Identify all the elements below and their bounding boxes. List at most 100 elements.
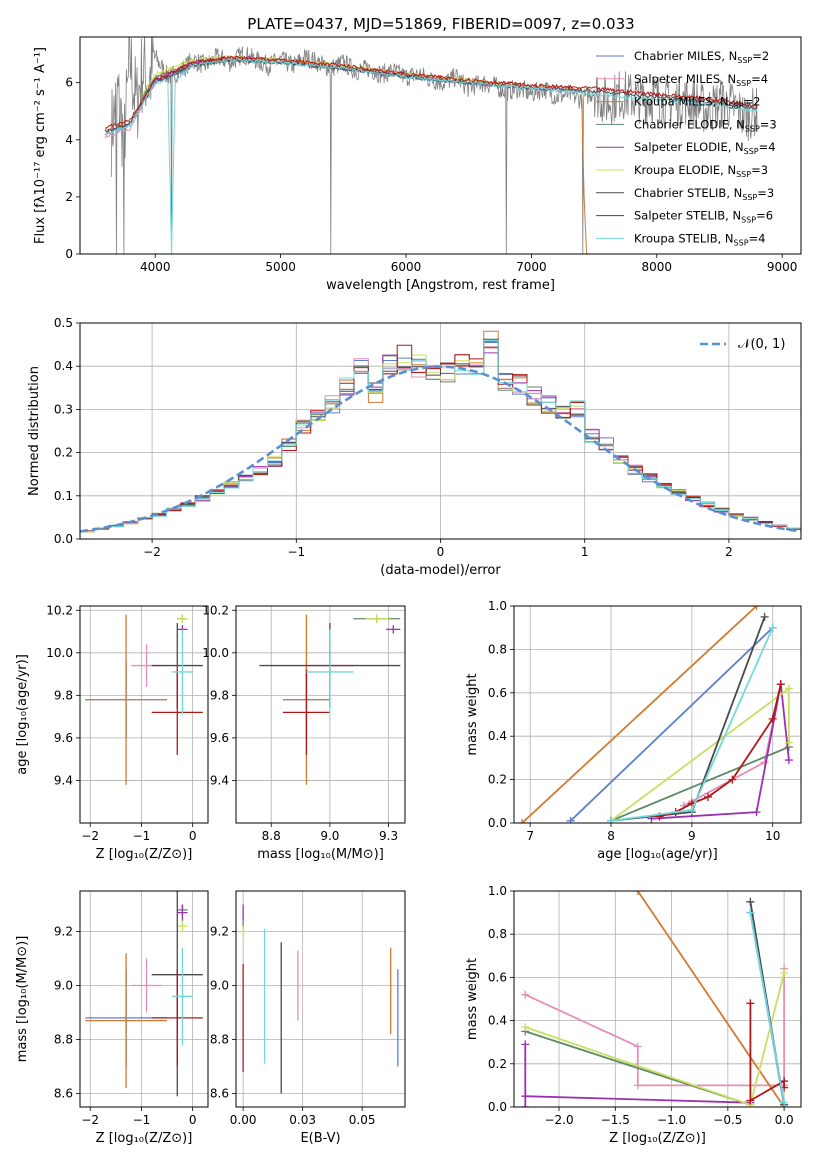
y-tick-label: 0.4	[488, 729, 507, 743]
mass-weight-vs-metallicity-panel: −2.0 −1.5 −1.0 −0.5 0.0 0.0 0.2 0.4 0.6 0.8 1.0 Z […	[465, 884, 802, 1146]
legend-label: Salpeter STELIB, NSSP=6	[634, 209, 773, 225]
y-axis-label: Flux [fλ10⁻¹⁷ erg cm⁻² s⁻¹ A⁻¹]	[33, 47, 48, 244]
histogram-step-line	[80, 340, 801, 533]
legend-label-rest: =3	[760, 117, 777, 131]
weight-marker	[728, 775, 737, 784]
y-tick-label: 2	[65, 190, 73, 204]
y-tick-label: 0.0	[54, 532, 73, 546]
x-tick-label: 0	[189, 829, 197, 843]
weight-marker	[768, 714, 777, 723]
y-tick-label: 0.8	[488, 927, 507, 941]
x-tick-label: 0.0	[775, 1113, 794, 1127]
legend-label-rest: =2	[744, 95, 761, 109]
model-spectrum-line	[104, 55, 758, 129]
x-tick-label: 0.03	[289, 1113, 316, 1127]
x-tick-label: 2	[725, 545, 733, 559]
legend-label: Chabrier MILES, NSSP=2	[634, 49, 769, 65]
y-tick-label: 0.2	[488, 773, 507, 787]
x-tick-label: 0	[189, 1113, 197, 1127]
weight-marker	[518, 819, 527, 823]
y-tick-label: 0.6	[488, 970, 507, 984]
x-tick-label: −1.5	[601, 1113, 630, 1127]
y-tick-label: 0.8	[488, 642, 507, 656]
y-tick-label: 0.2	[54, 446, 73, 460]
y-tick-label: 10.0	[202, 646, 229, 660]
figure-title: PLATE=0437, MJD=51869, FIBERID=0097, z=0…	[247, 15, 634, 33]
y-tick-label: 10.2	[202, 603, 229, 617]
plot-area	[85, 891, 203, 1097]
x-tick-label: 9.3	[379, 829, 398, 843]
y-tick-label: 10.0	[46, 646, 73, 660]
legend-subscript: SSP	[745, 124, 760, 133]
x-tick-label: 9000	[767, 260, 798, 274]
axes-frame	[79, 36, 802, 255]
residuals-panel: −2 −1 0 1 2 0.0 0.1 0.2 0.3 0.4 0.5 (data-model)/er…	[27, 316, 802, 578]
weight-marker	[566, 816, 575, 823]
weight-marker	[521, 990, 530, 999]
y-tick-label: 1.0	[488, 599, 507, 613]
legend-label: Chabrier STELIB, NSSP=3	[634, 186, 774, 202]
x-tick-label: 9.0	[320, 829, 339, 843]
x-axis-label: age [log₁₀(age/yr)]	[597, 847, 718, 862]
legend-subscript: SSP	[741, 216, 756, 225]
axes-frame	[235, 890, 406, 1108]
weight-marker	[752, 606, 761, 610]
legend-subscript: SSP	[736, 79, 751, 88]
age-vs-mass-panel: 8.8 9.0 9.3 9.4 9.6 9.8 10.0 10.2 mass [log₁₀(M/…	[202, 603, 406, 862]
legend-subscript: SSP	[729, 102, 744, 111]
y-tick-label: 4	[65, 133, 73, 147]
weight-series-line	[610, 746, 790, 822]
y-axis-label: mass weight	[465, 673, 480, 755]
x-tick-label: 6000	[391, 260, 422, 274]
x-axis-label: Z [log₁₀(Z/Z⊙)]	[96, 847, 193, 862]
y-axis-label: mass [log₁₀(M/M⊙)]	[15, 936, 30, 1063]
weight-marker	[607, 816, 616, 823]
y-tick-label: 0.0	[488, 816, 507, 830]
y-tick-label: 8.6	[54, 1087, 73, 1101]
y-tick-label: 8.6	[210, 1087, 229, 1101]
axes-frame	[79, 890, 209, 1108]
y-axis-label: mass weight	[465, 958, 480, 1040]
weight-marker	[687, 805, 696, 814]
weight-marker	[746, 908, 755, 917]
weight-series-line	[524, 1044, 751, 1107]
weight-marker	[776, 680, 785, 689]
weight-marker	[784, 756, 793, 765]
y-tick-label: 0.6	[488, 686, 507, 700]
x-tick-label: 10	[765, 829, 780, 843]
x-tick-label: −2	[81, 829, 99, 843]
weight-marker	[521, 1092, 530, 1101]
plot-area	[259, 614, 401, 785]
weight-marker	[633, 1042, 642, 1051]
weight-series-line	[651, 683, 790, 820]
y-tick-label: 0.3	[54, 402, 73, 416]
weight-marker	[768, 623, 777, 632]
axes-frame	[513, 605, 802, 824]
weight-series-line	[521, 606, 758, 823]
weight-marker	[746, 1096, 755, 1105]
y-tick-label: 9.4	[210, 773, 229, 787]
x-tick-label: −1	[133, 1113, 151, 1127]
y-tick-label: 9.0	[54, 979, 73, 993]
x-tick-label: −1	[287, 545, 305, 559]
x-tick-label: −1	[133, 829, 151, 843]
legend-label-rest: =3	[757, 186, 774, 200]
y-axis-label: Normed distribution	[27, 366, 42, 496]
mass-vs-metallicity-panel: −2 −1 0 8.6 8.8 9.0 9.2 Z [log₁₀(Z/Z⊙)] mass [lo…	[15, 890, 209, 1146]
legend-label: Kroupa STELIB, NSSP=4	[634, 231, 765, 247]
legend-label-rest: =6	[756, 209, 773, 223]
y-tick-label: 9.8	[210, 688, 229, 702]
model-spectrum-line	[104, 58, 758, 254]
axes-frame	[79, 605, 209, 824]
plot-area	[521, 891, 789, 1107]
x-tick-label: 8	[607, 829, 615, 843]
y-tick-label: 9.8	[54, 688, 73, 702]
y-tick-label: 0.4	[488, 1014, 507, 1028]
legend-subscript: SSP	[734, 238, 749, 247]
legend-subscript: SSP	[744, 147, 759, 156]
weight-series-line	[569, 627, 774, 822]
y-axis-label: age [log₁₀(age/yr)]	[15, 654, 30, 775]
legend-subscript: SSP	[736, 170, 751, 179]
x-tick-label: −2	[81, 1113, 99, 1127]
